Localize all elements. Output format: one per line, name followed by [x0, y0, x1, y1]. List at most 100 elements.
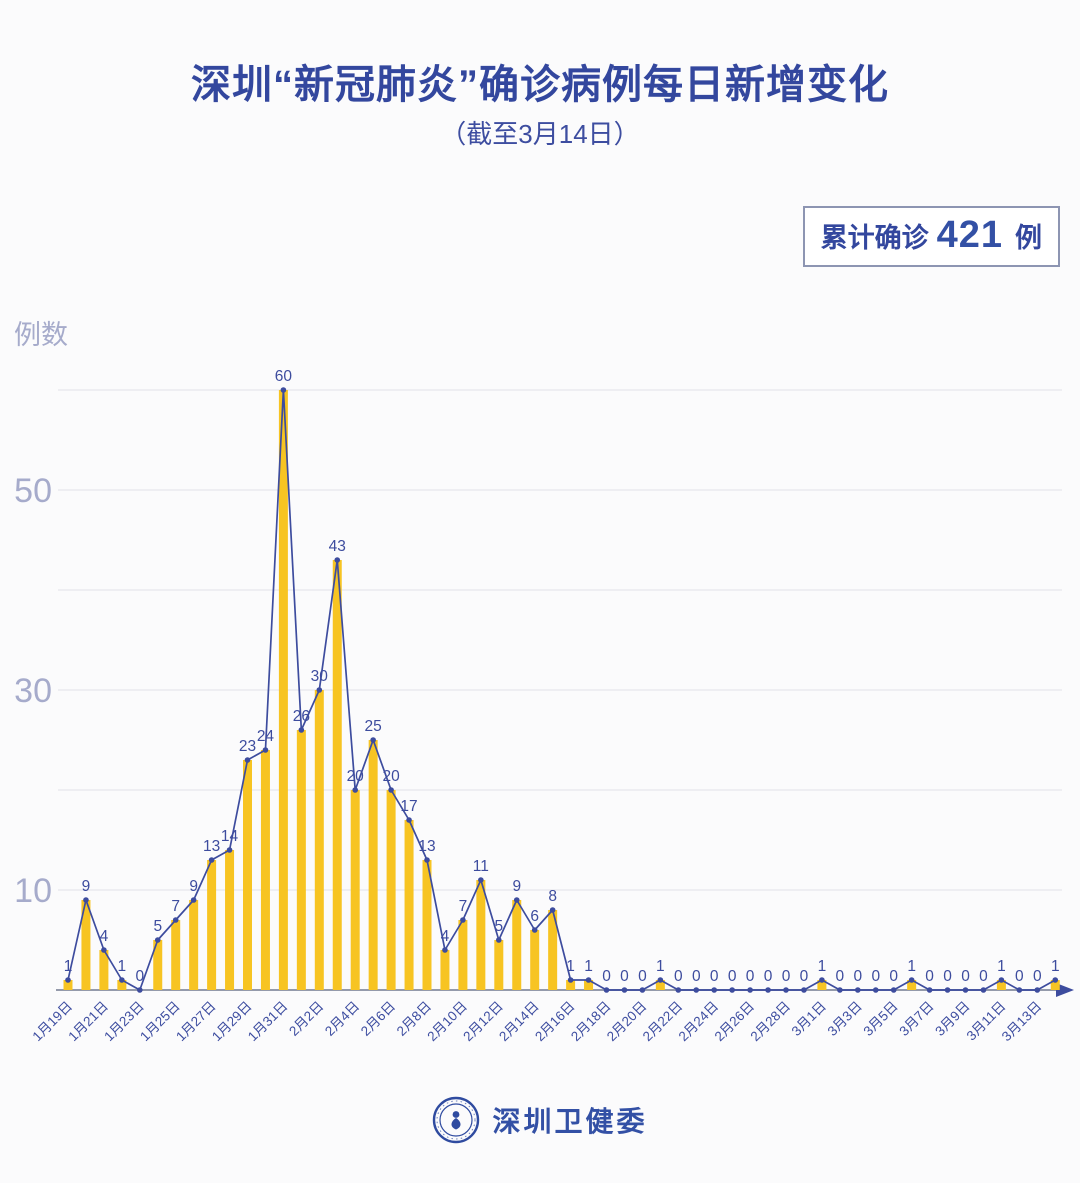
- x-tick-label: 2月28日: [747, 999, 793, 1045]
- cumulative-badge-value: 421: [936, 214, 1003, 256]
- value-label: 0: [961, 968, 970, 985]
- data-point: [460, 917, 466, 923]
- value-label: 1: [1051, 958, 1060, 975]
- bar: [189, 900, 199, 990]
- value-label: 0: [836, 968, 845, 985]
- daily-new-cases-chart: 103050例数19410579131423246026304320252017…: [14, 320, 1074, 1045]
- bar: [332, 560, 342, 990]
- value-label: 0: [925, 968, 934, 985]
- bar: [512, 900, 522, 990]
- data-point: [208, 857, 215, 863]
- value-label: 0: [1033, 968, 1042, 985]
- data-point: [101, 947, 107, 953]
- bar: [368, 740, 378, 990]
- bar: [548, 910, 558, 990]
- value-label: 26: [293, 708, 310, 725]
- bar: [907, 980, 917, 990]
- x-tick-label: 2月4日: [322, 999, 362, 1039]
- value-label: 6: [530, 908, 539, 925]
- data-point: [424, 857, 430, 863]
- data-point: [783, 987, 789, 993]
- bar: [314, 690, 324, 990]
- x-tick-label: 3月3日: [825, 999, 865, 1039]
- x-tick-label: 2月2日: [286, 999, 326, 1039]
- data-point: [693, 987, 700, 993]
- bar: [260, 750, 270, 990]
- bar: [63, 980, 73, 990]
- cumulative-total-badge: 累计确诊 421 例: [802, 206, 1060, 267]
- value-label: 1: [818, 958, 827, 975]
- x-tick-label: 1月31日: [245, 999, 291, 1045]
- data-point: [1016, 987, 1023, 993]
- data-point: [747, 987, 753, 993]
- page-subtitle: （截至3月14日）: [440, 119, 640, 149]
- data-point: [316, 687, 323, 693]
- value-label: 8: [548, 888, 557, 905]
- x-tick-label: 2月6日: [358, 999, 398, 1039]
- value-label: 1: [566, 958, 575, 975]
- value-label: 1: [118, 958, 127, 975]
- data-point: [603, 987, 610, 993]
- value-label: 4: [441, 928, 450, 945]
- data-point: [119, 977, 125, 983]
- value-label: 0: [782, 968, 791, 985]
- value-label: 24: [257, 728, 275, 745]
- value-label: 9: [512, 878, 521, 895]
- cumulative-badge-unit: 例: [1015, 223, 1042, 253]
- bar: [117, 980, 127, 990]
- data-point: [855, 987, 861, 993]
- data-point: [908, 977, 915, 983]
- value-label: 0: [800, 968, 809, 985]
- value-label: 0: [710, 968, 719, 985]
- value-label: 0: [638, 968, 647, 985]
- data-point: [65, 977, 71, 983]
- data-point: [549, 907, 556, 913]
- data-point: [1034, 987, 1041, 993]
- value-label: 0: [1015, 968, 1024, 985]
- bar: [386, 790, 396, 990]
- bar: [422, 860, 432, 990]
- value-label: 13: [418, 838, 435, 855]
- data-point: [137, 987, 143, 993]
- bar: [99, 950, 109, 990]
- data-point: [980, 987, 987, 993]
- value-label: 0: [674, 968, 683, 985]
- data-point: [819, 977, 825, 983]
- bar: [584, 980, 594, 990]
- data-point: [1052, 977, 1059, 983]
- value-label: 5: [494, 918, 503, 935]
- bar: [153, 940, 163, 990]
- bar: [458, 920, 468, 990]
- value-label: 30: [311, 668, 329, 685]
- x-tick-label: 3月5日: [860, 999, 900, 1039]
- data-point: [890, 987, 897, 993]
- value-label: 4: [100, 928, 109, 945]
- value-label: 0: [746, 968, 755, 985]
- bar: [207, 860, 217, 990]
- data-point: [172, 917, 179, 923]
- value-label: 0: [979, 968, 988, 985]
- data-point: [585, 977, 592, 983]
- data-point: [83, 897, 89, 903]
- value-label: 1: [64, 958, 73, 975]
- value-label: 5: [153, 918, 162, 935]
- x-tick-label: 3月1日: [789, 999, 829, 1039]
- bar: [655, 980, 665, 990]
- health-commission-logo: [433, 1096, 480, 1144]
- trend-line: [67, 389, 1056, 991]
- footer: 深圳卫健委: [0, 1096, 1080, 1144]
- value-label: 11: [473, 858, 489, 875]
- value-label: 1: [997, 958, 1006, 975]
- data-point: [496, 937, 502, 943]
- value-label: 60: [275, 368, 293, 385]
- value-label: 0: [889, 968, 898, 985]
- bar: [996, 980, 1006, 990]
- value-label: 0: [943, 968, 952, 985]
- value-labels: 1941057913142324602630432025201713471159…: [64, 368, 1060, 985]
- value-label: 17: [400, 798, 417, 815]
- cumulative-badge-label: 累计确诊: [820, 223, 929, 253]
- value-label: 1: [584, 958, 593, 975]
- value-label: 0: [871, 968, 880, 985]
- x-tick-label: 3月7日: [896, 999, 936, 1039]
- bar: [404, 820, 414, 990]
